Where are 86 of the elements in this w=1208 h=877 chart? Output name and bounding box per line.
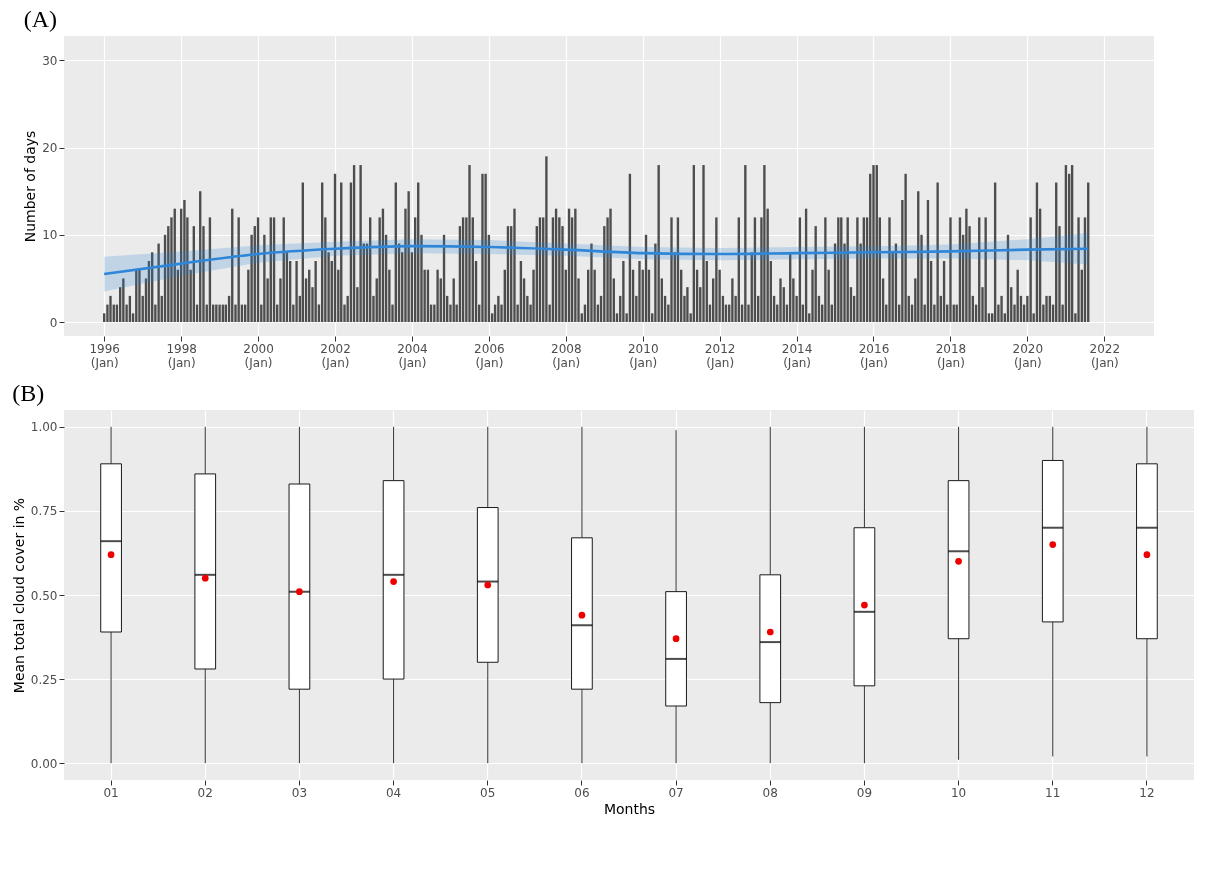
x-tick-label: 2020 (Jan) — [1012, 341, 1044, 370]
bar — [513, 208, 516, 323]
bar — [731, 278, 734, 323]
bar — [574, 208, 577, 323]
x-tick-label: 12 — [1139, 785, 1155, 800]
y-tick-label: 10 — [42, 228, 58, 243]
bar — [1000, 295, 1003, 323]
bar — [984, 217, 987, 323]
bar — [157, 243, 160, 323]
bar — [936, 182, 939, 323]
x-tick-label: 07 — [668, 785, 684, 800]
bar — [468, 165, 471, 323]
chart-title: (A) — [23, 6, 58, 32]
bar — [779, 278, 782, 323]
x-tick-label: 03 — [291, 785, 308, 800]
x-tick-label: 2000 (Jan) — [243, 341, 274, 370]
bar — [109, 295, 112, 323]
bar — [1016, 269, 1019, 323]
x-tick-label: 2004 (Jan) — [397, 341, 428, 370]
bar — [702, 165, 705, 323]
bar — [436, 269, 439, 323]
x-tick-label: 02 — [197, 785, 213, 800]
bar — [904, 173, 907, 323]
bar — [670, 217, 673, 323]
y-tick-label: 1.00 — [30, 420, 58, 435]
bar — [638, 261, 641, 323]
bar — [314, 261, 317, 323]
x-tick-label: 08 — [762, 785, 778, 800]
bar — [686, 287, 689, 323]
chart-title: (B) — [12, 380, 45, 406]
bar — [622, 261, 625, 323]
x-tick-label: 2002 (Jan) — [320, 341, 351, 370]
x-tick-label: 09 — [856, 785, 873, 800]
bar — [1029, 217, 1032, 323]
x-tick-label: 1996 (Jan) — [89, 341, 120, 370]
bar — [763, 165, 766, 323]
bar — [609, 208, 612, 323]
y-tick-label: 20 — [42, 141, 58, 156]
bar — [965, 208, 968, 323]
y-tick-label: 0.25 — [30, 672, 58, 687]
bar — [949, 217, 952, 323]
bar — [407, 191, 410, 323]
bar — [814, 226, 817, 323]
y-axis-title: Mean total cloud cover in % — [10, 497, 27, 694]
bar — [545, 156, 548, 323]
bar — [497, 295, 500, 323]
x-tick-label: 11 — [1045, 785, 1061, 800]
x-tick-label: 06 — [574, 785, 590, 800]
y-tick-label: 0.00 — [30, 756, 58, 771]
x-tick-label: 10 — [950, 785, 967, 800]
x-tick-label: 2018 (Jan) — [935, 341, 967, 370]
bar — [359, 165, 362, 323]
bar — [888, 217, 891, 323]
y-axis-title: Number of days — [22, 130, 39, 243]
bar — [122, 278, 125, 323]
y-tick-label: 0.75 — [30, 504, 58, 519]
bar — [484, 173, 487, 323]
x-tick-label: 04 — [385, 785, 402, 800]
y-tick-label: 0 — [49, 315, 58, 330]
y-tick-label: 30 — [42, 53, 58, 68]
y-tick-label: 0.50 — [30, 588, 58, 603]
bar — [657, 165, 660, 323]
x-tick-label: 2016 (Jan) — [858, 341, 890, 370]
bar — [715, 217, 718, 323]
x-tick-label: 05 — [480, 785, 496, 800]
x-tick-label: 2012 (Jan) — [704, 341, 736, 370]
x-tick-label: 1998 (Jan) — [166, 341, 197, 370]
x-tick-label: 2022 (Jan) — [1089, 341, 1121, 370]
x-axis-title: Months — [603, 800, 656, 817]
bar — [1077, 217, 1080, 323]
bar — [218, 304, 221, 323]
bar — [295, 261, 298, 323]
x-tick-label: 2010 (Jan) — [627, 341, 659, 370]
x-tick-label: 2008 (Jan) — [550, 341, 582, 370]
x-tick-label: 2014 (Jan) — [781, 341, 813, 370]
bar — [744, 165, 747, 323]
bar — [824, 217, 827, 323]
bar — [263, 234, 266, 323]
bar — [183, 199, 186, 323]
bar — [481, 173, 484, 323]
line-series — [102, 244, 1090, 276]
bar — [590, 243, 593, 323]
bar — [856, 217, 859, 323]
bar — [237, 217, 240, 323]
x-tick-label: 01 — [103, 785, 119, 800]
x-tick-label: 2006 (Jan) — [474, 341, 505, 370]
